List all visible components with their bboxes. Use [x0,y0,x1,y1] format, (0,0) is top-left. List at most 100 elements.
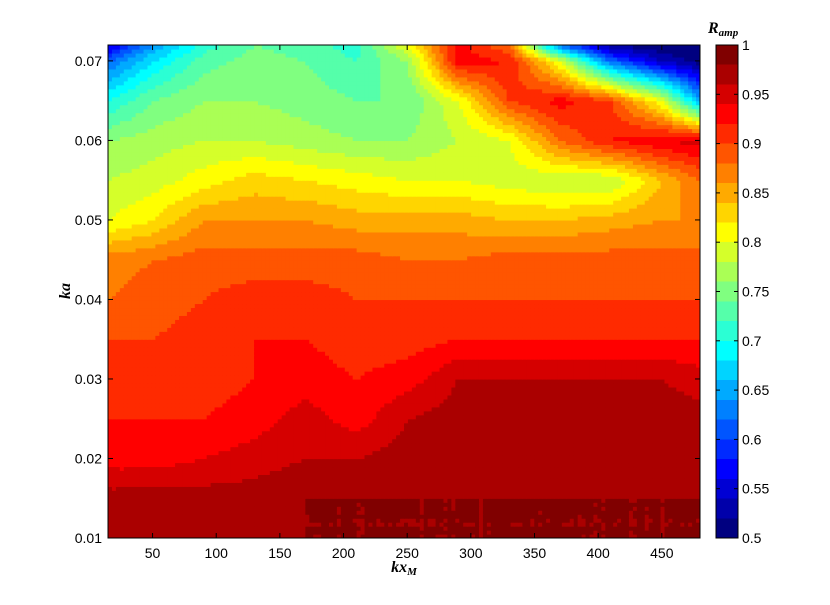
contour-cell [155,422,160,428]
contour-cell [459,490,464,495]
contour-cell [514,410,520,416]
contour-cell [336,406,342,412]
contour-cell [502,430,508,436]
contour-cell [246,470,251,475]
contour-cell [293,410,299,416]
contour-cell [222,446,227,452]
contour-cell [356,502,362,507]
contour-cell [455,406,460,412]
contour-cell [384,526,389,531]
contour-cell [108,418,113,424]
contour-cell [486,474,492,479]
contour-cell [325,518,330,523]
contour-cell [182,518,188,523]
contour-cell [467,494,472,499]
contour-cell [281,534,287,538]
contour-cell [321,506,326,511]
contour-cell [534,490,539,495]
contour-cell [297,478,302,483]
contour-cell [431,454,437,460]
contour-cell [289,518,295,523]
contour-cell [190,430,196,436]
contour-cell [672,418,677,424]
contour-cell [388,438,393,444]
contour-cell [447,518,452,523]
contour-cell [238,430,243,436]
contour-cell [325,530,330,535]
contour-cell [111,518,117,523]
contour-cell [317,446,322,452]
contour-cell [676,414,681,420]
contour-cell [360,422,366,428]
contour-cell [250,462,255,468]
contour-cell [336,522,342,527]
contour-cell [550,534,555,538]
contour-cell [348,406,354,412]
contour-cell [273,498,279,503]
contour-cell [123,502,129,507]
contour-cell [542,430,547,436]
contour-cell [155,474,160,479]
contour-cell [684,458,689,464]
contour-cell [108,478,113,483]
contour-cell [293,530,299,535]
contour-cell [553,466,559,472]
contour-cell [455,410,460,416]
contour-cell [404,530,409,535]
contour-cell [573,426,579,432]
contour-cell [530,462,535,468]
contour-cell [471,510,476,515]
contour-cell [281,486,287,491]
contour-cell [431,450,437,456]
contour-cell [648,502,654,507]
contour-cell [108,522,113,527]
contour-cell [652,454,658,460]
contour-cell [577,446,583,452]
contour-cell [585,418,591,424]
contour-cell [640,438,646,444]
contour-cell [317,534,322,538]
contour-cell [478,486,484,491]
contour-cell [305,446,310,452]
contour-cell [257,522,263,527]
contour-cell [222,502,227,507]
contour-cell [601,498,606,503]
contour-cell [265,406,271,412]
contour-cell [486,498,492,503]
contour-cell [230,514,235,519]
contour-cell [553,526,559,531]
contour-cell [486,514,492,519]
contour-cell [226,458,231,464]
contour-cell [490,482,496,487]
contour-cell [506,498,512,503]
contour-cell [226,462,231,468]
contour-cell [329,422,334,428]
contour-cell [459,438,464,444]
contour-cell [167,498,172,503]
contour-cell [297,462,302,468]
contour-cell [475,430,480,436]
contour-cell [210,494,216,499]
contour-cell [226,530,231,535]
contour-cell [352,478,358,483]
contour-cell [329,462,334,468]
contour-cell [601,406,606,412]
contour-cell [293,446,299,452]
contour-cell [601,422,606,428]
contour-cell [467,474,472,479]
contour-cell [400,426,405,432]
contour-cell [190,522,196,527]
contour-cell [230,530,235,535]
contour-cell [625,510,630,515]
contour-cell [163,430,168,436]
contour-cell [135,406,141,412]
contour-cell [664,414,670,420]
contour-cell [427,526,433,531]
contour-cell [672,438,677,444]
contour-cell [660,442,666,448]
contour-cell [257,530,263,535]
contour-cell [305,426,310,432]
contour-cell [415,530,421,535]
contour-cell [439,422,445,428]
contour-cell [415,522,421,527]
